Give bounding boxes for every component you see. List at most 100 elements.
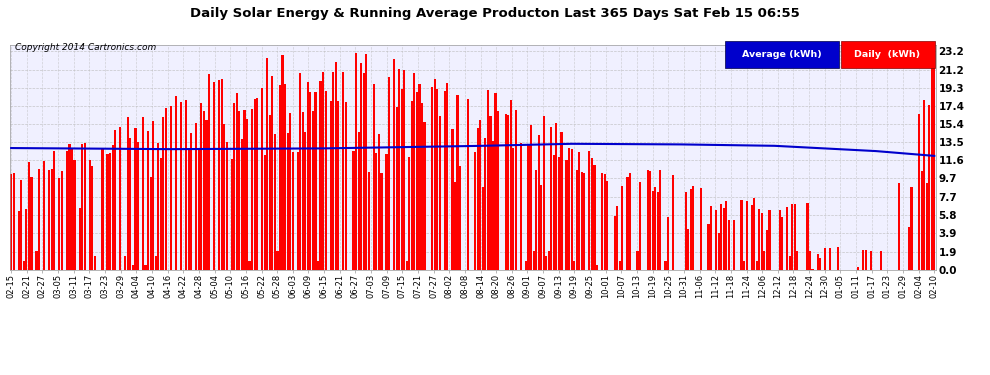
Bar [541,186,543,270]
Bar [373,84,375,270]
Bar [431,87,434,270]
Bar [203,111,205,270]
Bar [733,220,735,270]
Bar [10,174,12,270]
Bar [413,73,416,270]
Bar [180,102,182,270]
Bar [53,151,55,270]
Bar [360,63,362,270]
Bar [755,261,757,270]
Bar [492,141,494,270]
Bar [317,261,319,270]
Bar [190,133,192,270]
Bar [170,106,172,270]
Bar [315,92,317,270]
Bar [234,103,236,270]
Bar [543,116,545,270]
Bar [819,258,822,270]
Bar [921,171,923,270]
Bar [159,158,162,270]
Bar [720,204,723,270]
Bar [525,261,527,270]
Bar [923,100,926,270]
Bar [218,80,220,270]
Bar [18,211,20,270]
Bar [292,152,294,270]
Bar [512,147,515,270]
Bar [619,261,621,270]
Bar [198,148,200,270]
Bar [929,105,931,270]
Bar [510,100,512,270]
Bar [570,149,572,270]
Bar [616,206,619,270]
Bar [651,190,653,270]
Bar [474,152,476,270]
Bar [335,62,337,270]
Bar [284,84,286,270]
Bar [58,178,60,270]
Bar [403,70,405,270]
Bar [338,101,340,270]
Bar [741,200,742,270]
Bar [43,161,46,270]
Bar [200,104,202,270]
Bar [931,64,933,270]
Bar [281,55,283,270]
Bar [312,111,314,270]
Bar [60,171,63,270]
Bar [622,186,624,270]
Bar [489,116,492,270]
Bar [723,208,725,270]
Bar [362,74,364,270]
Bar [434,79,436,270]
Bar [149,177,151,270]
Bar [807,204,809,270]
Bar [401,89,403,270]
Bar [743,261,745,270]
Bar [286,133,289,270]
Bar [466,99,468,270]
Bar [824,248,827,270]
Bar [94,256,96,270]
Bar [89,160,91,270]
Bar [71,149,73,270]
Bar [101,149,104,270]
Bar [606,181,608,270]
Bar [375,153,377,270]
Bar [221,79,223,270]
Bar [309,92,312,270]
Bar [239,111,241,270]
Bar [408,157,411,270]
Bar [760,213,763,270]
Bar [547,251,549,270]
Bar [81,144,83,270]
Bar [388,77,390,270]
Bar [424,122,426,270]
Bar [114,130,116,270]
Bar [223,124,226,270]
Bar [565,160,567,270]
Bar [591,158,593,270]
Bar [672,175,674,270]
Bar [575,170,578,270]
Bar [477,128,479,270]
Bar [73,160,75,270]
Bar [726,201,728,270]
Bar [208,74,210,270]
Bar [692,186,694,270]
Bar [911,188,913,270]
Bar [558,157,560,270]
Bar [13,173,15,270]
Bar [406,261,408,270]
Bar [601,173,603,270]
Bar [112,145,114,270]
Bar [763,251,765,270]
Bar [325,92,327,270]
Bar [357,132,359,270]
Bar [718,233,720,270]
Bar [908,227,910,270]
Bar [552,155,555,270]
Bar [241,139,243,270]
Bar [416,92,418,270]
